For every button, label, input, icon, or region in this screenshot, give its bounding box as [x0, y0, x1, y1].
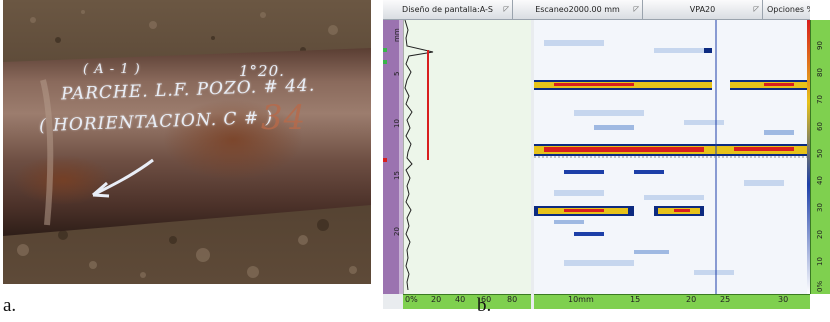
- group-label: VPA20: [689, 5, 716, 14]
- scan-toolbar: Diseño de pantalla:A-S ◸ Escaneo2000.00 …: [383, 0, 810, 20]
- amplitude-color-scale: [807, 20, 810, 294]
- depth-ruler-markers: [383, 20, 403, 294]
- ultrasonic-scan-window: Diseño de pantalla:A-S ◸ Escaneo2000.00 …: [383, 0, 810, 309]
- amplitude-tick-90: 90: [816, 41, 824, 50]
- b-scan-tick-20: 20: [686, 295, 697, 304]
- amplitude-tick-30: 30: [816, 203, 824, 212]
- b-scan-tick-15: 15: [630, 295, 641, 304]
- depth-tick-15: 15: [393, 171, 401, 180]
- depth-tick-5: 5: [393, 71, 401, 76]
- pipe-photo-image: [3, 0, 371, 284]
- a-scan-tick-0: 0%: [405, 295, 418, 304]
- a-scan-tick-40: 40: [455, 295, 466, 304]
- options-label: Opciones %: [767, 5, 810, 14]
- b-scan-tick-30: 30: [778, 295, 789, 304]
- b-scan-view[interactable]: [534, 20, 810, 294]
- b-scan-tick-25: 25: [720, 295, 731, 304]
- a-scan-view[interactable]: [402, 19, 531, 294]
- caption-a: a.: [3, 295, 17, 316]
- group-button[interactable]: VPA20 ◸: [643, 0, 763, 19]
- pipe-photo: ( A - 1 ) 1°20. PARCHE. L.F. POZO. # 44.…: [3, 0, 371, 284]
- inscription-line-2: 1°20.: [239, 62, 285, 80]
- dropdown-caret-icon: ◸: [503, 5, 509, 13]
- inscription-line-5: 34: [261, 98, 307, 138]
- b-scan-tick-10: 10mm: [568, 295, 594, 304]
- amplitude-tick-0: 0%: [816, 280, 824, 292]
- a-scan-waveform: [402, 19, 434, 294]
- amplitude-tick-80: 80: [816, 68, 824, 77]
- depth-unit: mm: [393, 28, 401, 42]
- dropdown-caret-icon: ◸: [633, 5, 639, 13]
- amplitude-tick-20: 20: [816, 230, 824, 239]
- scan-length-label: Escaneo2000.00 mm: [535, 5, 620, 14]
- caption-b: b.: [477, 295, 492, 316]
- a-scan-tick-20: 20: [431, 295, 442, 304]
- amplitude-scale-ruler: 90 80 70 60 50 40 30 20 10 0%: [810, 20, 830, 294]
- depth-tick-10: 10: [393, 119, 401, 128]
- a-scan-tick-60: 60: [481, 295, 492, 304]
- inscription-line-1: ( A - 1 ): [83, 62, 141, 77]
- amplitude-tick-70: 70: [816, 95, 824, 104]
- depth-ruler: mm 5 10 15 20: [383, 20, 403, 294]
- display-layout-button[interactable]: Diseño de pantalla:A-S ◸: [383, 0, 513, 19]
- amplitude-tick-60: 60: [816, 122, 824, 131]
- options-button[interactable]: Opciones %: [763, 0, 810, 19]
- b-scan-image: [534, 20, 810, 294]
- amplitude-tick-50: 50: [816, 149, 824, 158]
- scan-length-button[interactable]: Escaneo2000.00 mm ◸: [513, 0, 643, 19]
- dropdown-caret-icon: ◸: [753, 5, 759, 13]
- display-layout-label: Diseño de pantalla:A-S: [402, 5, 493, 14]
- amplitude-tick-10: 10: [816, 257, 824, 266]
- b-scan-position-ruler: 10mm 15 20 25 30: [534, 294, 810, 309]
- a-scan-tick-80: 80: [507, 295, 518, 304]
- depth-tick-20: 20: [393, 227, 401, 236]
- a-scan-amplitude-ruler: 0% 20 40 60 80: [403, 294, 531, 309]
- amplitude-tick-40: 40: [816, 176, 824, 185]
